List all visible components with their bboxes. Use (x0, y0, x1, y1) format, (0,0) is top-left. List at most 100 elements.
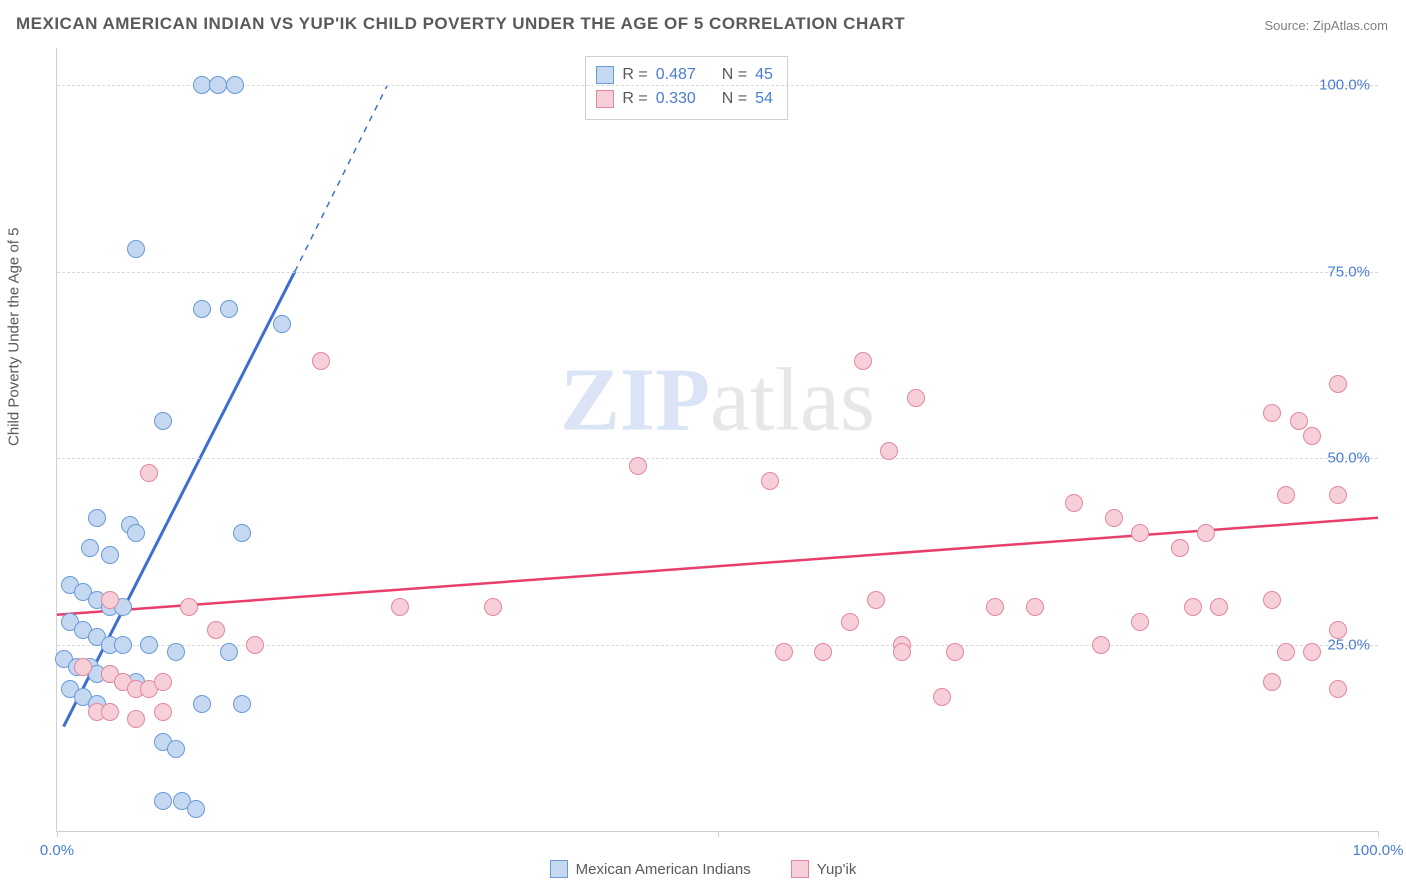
data-point (1171, 539, 1189, 557)
data-point (1131, 613, 1149, 631)
data-point (1131, 524, 1149, 542)
legend-swatch (791, 860, 809, 878)
data-point (1197, 524, 1215, 542)
data-point (154, 412, 172, 430)
data-point (1263, 673, 1281, 691)
data-point (761, 472, 779, 490)
legend-label: Yup'ik (817, 861, 857, 878)
data-point (312, 352, 330, 370)
data-point (1329, 680, 1347, 698)
data-point (629, 457, 647, 475)
data-point (1105, 509, 1123, 527)
source-credit: Source: ZipAtlas.com (1264, 18, 1388, 33)
y-tick-label: 75.0% (1327, 263, 1370, 280)
data-point (933, 688, 951, 706)
data-point (1329, 621, 1347, 639)
legend-swatch (596, 90, 614, 108)
data-point (867, 591, 885, 609)
data-point (209, 76, 227, 94)
legend-label: Mexican American Indians (576, 861, 751, 878)
data-point (880, 442, 898, 460)
stat-n-value: 54 (755, 87, 773, 111)
stats-legend: R = 0.487 N = 45 R = 0.330 N = 54 (585, 56, 788, 120)
stats-legend-row: R = 0.487 N = 45 (596, 63, 773, 87)
data-point (101, 546, 119, 564)
data-point (484, 598, 502, 616)
data-point (246, 636, 264, 654)
data-point (893, 643, 911, 661)
data-point (207, 621, 225, 639)
data-point (391, 598, 409, 616)
data-point (220, 643, 238, 661)
data-point (193, 300, 211, 318)
stat-r-label: R = (622, 63, 647, 87)
data-point (81, 539, 99, 557)
data-point (127, 524, 145, 542)
x-tick-mark (718, 831, 719, 837)
data-point (193, 695, 211, 713)
data-point (1303, 427, 1321, 445)
data-point (1290, 412, 1308, 430)
x-tick-label: 0.0% (40, 842, 74, 859)
x-tick-mark (57, 831, 58, 837)
data-point (775, 643, 793, 661)
data-point (1092, 636, 1110, 654)
data-point (1026, 598, 1044, 616)
data-point (154, 673, 172, 691)
data-point (233, 695, 251, 713)
data-point (907, 389, 925, 407)
stat-r-value: 0.487 (656, 63, 696, 87)
data-point (233, 524, 251, 542)
data-point (140, 464, 158, 482)
trend-line-dashed (295, 85, 387, 271)
source-name: ZipAtlas.com (1313, 18, 1388, 33)
chart-title: MEXICAN AMERICAN INDIAN VS YUP'IK CHILD … (16, 14, 905, 34)
trend-line (57, 518, 1378, 615)
x-tick-label: 100.0% (1353, 842, 1404, 859)
plot-area: ZIPatlas R =0.487N =45R =0.330N =54 25.0… (56, 48, 1378, 832)
legend-entry: Mexican American Indians (550, 860, 751, 878)
data-point (814, 643, 832, 661)
legend-swatch (596, 66, 614, 84)
y-tick-label: 25.0% (1327, 636, 1370, 653)
data-point (1277, 643, 1295, 661)
data-point (946, 643, 964, 661)
trend-lines-svg (57, 48, 1378, 831)
legend-entry: Yup'ik (791, 860, 857, 878)
stat-n-value: 45 (755, 63, 773, 87)
data-point (220, 300, 238, 318)
data-point (101, 703, 119, 721)
y-tick-label: 50.0% (1327, 450, 1370, 467)
stat-n-label: N = (722, 87, 747, 111)
data-point (1210, 598, 1228, 616)
data-point (986, 598, 1004, 616)
data-point (167, 740, 185, 758)
series-legend: Mexican American Indians Yup'ik (0, 860, 1406, 878)
stat-n-label: N = (722, 63, 747, 87)
y-tick-label: 100.0% (1319, 77, 1370, 94)
data-point (140, 636, 158, 654)
data-point (1277, 486, 1295, 504)
data-point (1329, 375, 1347, 393)
data-point (180, 598, 198, 616)
x-tick-mark (1378, 831, 1379, 837)
data-point (1065, 494, 1083, 512)
data-point (74, 658, 92, 676)
stat-r-label: R = (622, 87, 647, 111)
gridline (57, 272, 1378, 273)
data-point (154, 792, 172, 810)
chart-container: MEXICAN AMERICAN INDIAN VS YUP'IK CHILD … (0, 0, 1406, 892)
data-point (854, 352, 872, 370)
data-point (273, 315, 291, 333)
data-point (841, 613, 859, 631)
gridline (57, 85, 1378, 86)
data-point (226, 76, 244, 94)
legend-swatch (550, 860, 568, 878)
data-point (127, 240, 145, 258)
gridline (57, 458, 1378, 459)
data-point (127, 710, 145, 728)
data-point (1184, 598, 1202, 616)
data-point (1263, 404, 1281, 422)
stat-r-value: 0.330 (656, 87, 696, 111)
y-axis-label: Child Poverty Under the Age of 5 (6, 228, 23, 446)
